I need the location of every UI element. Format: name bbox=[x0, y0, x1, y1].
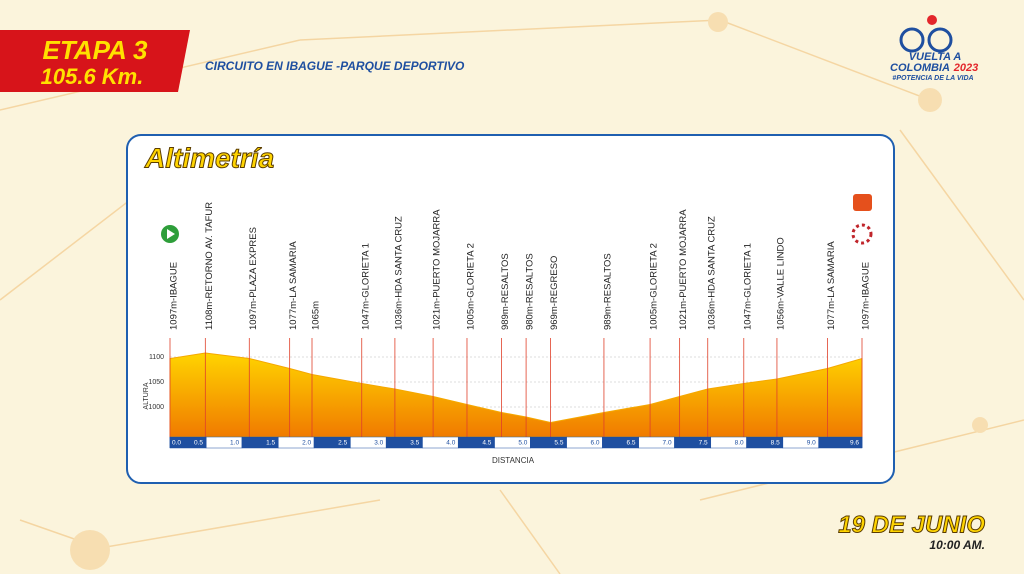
stage-distance: 105.6 Km. bbox=[41, 64, 144, 89]
waypoint-label: 1108m-RETORNO AV. TAFUR bbox=[204, 202, 215, 330]
start-icon-arrow bbox=[167, 229, 175, 239]
waypoint-label: 1097m-IBAGUE bbox=[169, 262, 180, 330]
x-tick-label: 4.0 bbox=[446, 440, 455, 447]
waypoint-label: 1077m-LA SAMARIA bbox=[826, 241, 837, 330]
logo: VUELTA A COLOMBIA 2023 #POTENCIA DE LA V… bbox=[890, 15, 978, 82]
stage-badge bbox=[0, 30, 190, 92]
x-tick-label: 7.5 bbox=[699, 440, 708, 447]
logo-year: 2023 bbox=[953, 62, 978, 74]
logo-text: COLOMBIA bbox=[890, 62, 950, 74]
x-tick-label: 7.0 bbox=[663, 440, 672, 447]
x-axis-label: DISTANCIA bbox=[492, 456, 535, 465]
x-tick-label: 5.5 bbox=[554, 440, 563, 447]
waypoint-label: 1036m-HDA SANTA CRUZ bbox=[706, 216, 717, 330]
y-axis-label: ALTURA bbox=[143, 382, 150, 409]
x-tick-label: 6.5 bbox=[626, 440, 635, 447]
waypoint-label: 1047m-GLORIETA 1 bbox=[742, 243, 753, 330]
waypoint-label: 1065m bbox=[311, 301, 322, 330]
x-tick-label: 3.0 bbox=[374, 440, 383, 447]
x-tick-label: 0.5 bbox=[194, 440, 203, 447]
cyclist-icon bbox=[853, 194, 872, 211]
chart-title: Altimetría bbox=[144, 142, 274, 173]
y-tick-label: 1050 bbox=[148, 379, 164, 386]
x-tick-label: 4.5 bbox=[482, 440, 491, 447]
x-tick-label: 2.0 bbox=[302, 440, 311, 447]
x-tick-label: 1.0 bbox=[230, 440, 239, 447]
x-tick-label: 9.0 bbox=[807, 440, 816, 447]
route: CIRCUITO EN IBAGUE -PARQUE DEPORTIVO bbox=[205, 59, 465, 73]
logo-wheel bbox=[899, 27, 925, 53]
waypoint-label: 1021m-PUERTO MOJARRA bbox=[678, 209, 689, 330]
x-tick-label: 8.0 bbox=[735, 440, 744, 447]
waypoint-label: 1047m-GLORIETA 1 bbox=[360, 243, 371, 330]
logo-head bbox=[927, 15, 937, 25]
waypoint-label: 989m-RESALTOS bbox=[602, 253, 613, 330]
waypoint-label: 1077m-LA SAMARIA bbox=[288, 241, 299, 330]
waypoint-label: 1097m-PLAZA EXPRES bbox=[248, 227, 259, 330]
x-tick-label: 5.0 bbox=[518, 440, 527, 447]
stage-title: ETAPA 3 bbox=[43, 35, 149, 65]
finish-icon bbox=[851, 223, 873, 245]
waypoint-label: 980m-RESALTOS bbox=[525, 253, 536, 330]
time: 10:00 AM. bbox=[929, 538, 985, 552]
x-tick-label: 3.5 bbox=[410, 440, 419, 447]
waypoint-label: 1036m-HDA SANTA CRUZ bbox=[393, 216, 404, 330]
waypoint-label: 1005m-GLORIETA 2 bbox=[649, 243, 660, 330]
x-tick-label: 2.5 bbox=[338, 440, 347, 447]
logo-wheel bbox=[927, 27, 953, 53]
waypoint-label: 1056m-VALLE LINDO bbox=[775, 237, 786, 330]
x-tick-label: 1.5 bbox=[266, 440, 275, 447]
background-decor bbox=[0, 12, 1024, 574]
waypoint-label: 989m-RESALTOS bbox=[500, 253, 511, 330]
waypoint-label: 1021m-PUERTO MOJARRA bbox=[432, 209, 443, 330]
y-tick-label: 1100 bbox=[149, 354, 164, 361]
x-tick-label: 8.5 bbox=[771, 440, 780, 447]
waypoint-label: 1005m-GLORIETA 2 bbox=[465, 243, 476, 330]
y-tick-label: 1000 bbox=[148, 404, 164, 411]
x-tick-label: 9.6 bbox=[850, 440, 859, 447]
waypoint-label: 1097m-IBAGUE bbox=[861, 262, 872, 330]
logo-tagline: #POTENCIA DE LA VIDA bbox=[892, 75, 973, 82]
logo-text: VUELTA A bbox=[909, 51, 962, 63]
x-tick-label: 0.0 bbox=[172, 440, 181, 447]
x-tick-label: 6.0 bbox=[590, 440, 599, 447]
waypoint-label: 969m-REGRESO bbox=[549, 256, 560, 330]
date: 19 DE JUNIO bbox=[838, 511, 985, 538]
